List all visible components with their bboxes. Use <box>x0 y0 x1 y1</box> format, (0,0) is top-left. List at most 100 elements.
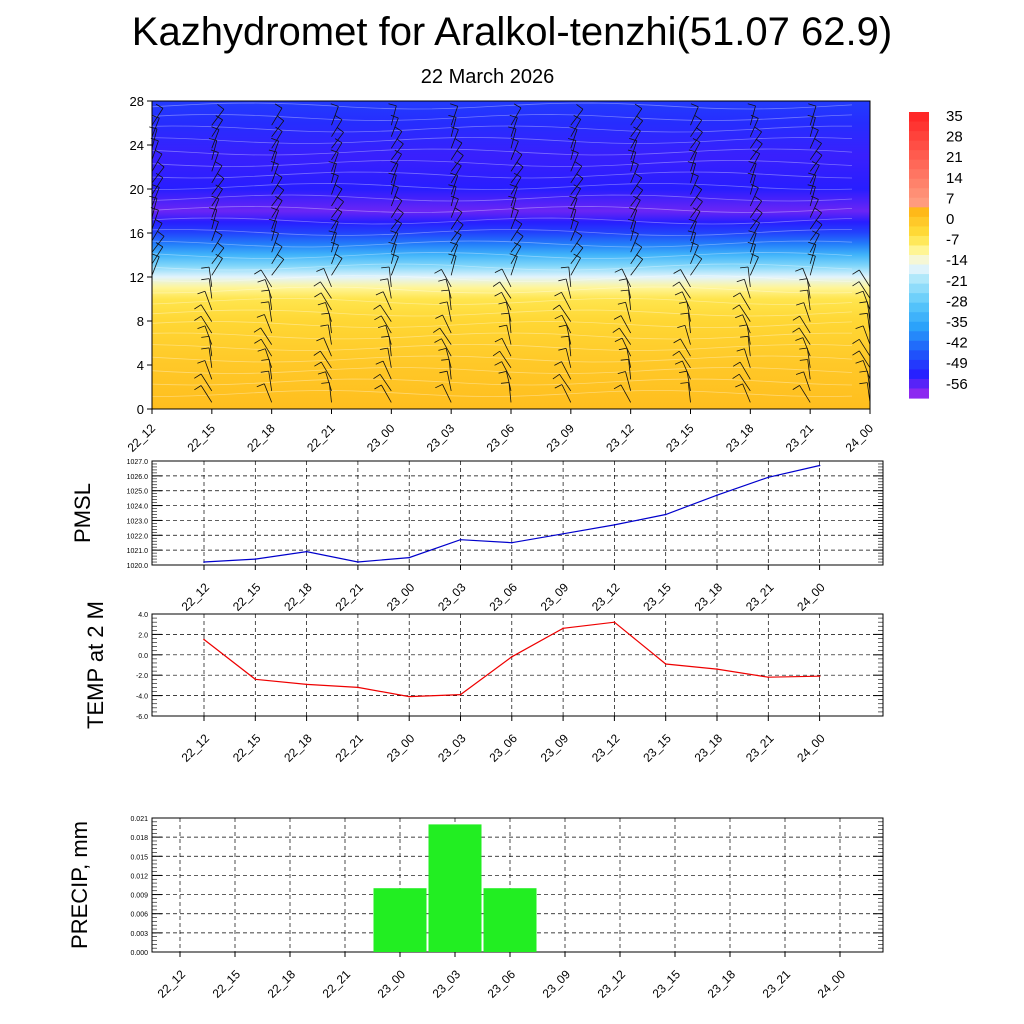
colorbar-swatch <box>909 350 929 361</box>
x-tick-label: 22_18 <box>265 967 299 1001</box>
data-point <box>664 513 667 516</box>
wind-barb-flag <box>390 253 399 258</box>
wind-barb-flag <box>275 196 283 201</box>
wind-barb-flag <box>434 269 442 274</box>
wind-barb <box>450 106 459 126</box>
data-point <box>408 695 411 698</box>
wind-barb-flag <box>677 325 686 328</box>
contour-line <box>151 206 853 213</box>
wind-barb-flag <box>388 103 397 107</box>
colorbar-swatch <box>909 188 929 199</box>
wind-barb <box>271 107 283 126</box>
wind-barb-flag <box>807 184 816 188</box>
wind-barb-flag <box>261 289 270 292</box>
x-tick-label: 23_06 <box>486 731 520 765</box>
wind-barb <box>561 315 572 334</box>
wind-barb-flag <box>852 281 860 287</box>
wind-barb <box>151 256 160 276</box>
contour-line <box>151 355 853 363</box>
wind-barb-flag <box>388 242 397 245</box>
contour-line <box>151 194 853 202</box>
wind-barb <box>690 258 703 276</box>
wind-barb-flag <box>807 115 816 118</box>
wind-barb <box>630 120 644 137</box>
data-point <box>408 556 411 559</box>
wind-barb-flag <box>509 253 518 257</box>
y-tick-label: 0.003 <box>130 931 148 938</box>
wind-barb <box>809 199 819 218</box>
wind-barb-flag <box>449 241 458 246</box>
wind-barb-flag <box>316 337 324 342</box>
wind-barb <box>450 244 458 264</box>
wind-barb-flag <box>330 149 339 153</box>
wind-barb-flag <box>554 384 563 389</box>
wind-barb-flag <box>270 230 279 234</box>
wind-barb-flag <box>494 291 502 297</box>
wind-barb-flag <box>217 173 225 179</box>
wind-barb-flag <box>513 242 522 247</box>
x-tick-label: 22_21 <box>304 421 338 455</box>
x-tick-label: 22_15 <box>230 731 264 765</box>
x-tick-label: 22_21 <box>333 731 367 765</box>
wind-barb <box>151 140 159 160</box>
x-tick-label: 23_00 <box>364 421 398 455</box>
colorbar-label: 21 <box>946 149 963 166</box>
wind-barb <box>630 221 637 241</box>
wind-barb-flag <box>155 242 164 248</box>
wind-barb-flag <box>381 266 390 269</box>
y-tick-label: 1021.0 <box>127 548 149 555</box>
wind-barb-flag <box>747 103 756 107</box>
y-tick-label: 0.015 <box>130 854 148 861</box>
wind-barb <box>331 132 344 149</box>
wind-barb-flag <box>792 315 800 321</box>
y-tick-label: 20 <box>130 182 144 197</box>
x-tick-label: 23_12 <box>589 580 623 614</box>
wind-barb-flag <box>254 269 262 275</box>
wind-barb <box>390 223 402 241</box>
wind-barb <box>625 302 632 322</box>
wind-barb <box>568 266 572 287</box>
wind-barb-flag <box>197 290 206 295</box>
wind-barb <box>690 245 699 264</box>
wind-barb <box>381 384 392 403</box>
wind-barb <box>211 188 223 207</box>
x-tick-label: 23_06 <box>486 580 520 614</box>
wind-barb <box>390 105 397 126</box>
wind-barb <box>510 198 517 218</box>
wind-barb <box>809 165 820 184</box>
wind-barb-flag <box>859 312 868 315</box>
wind-barb-flag <box>494 337 503 343</box>
wind-barb <box>390 175 397 195</box>
wind-barb <box>628 359 632 380</box>
wind-barb <box>809 186 816 207</box>
wind-barb-flag <box>792 385 800 390</box>
wind-barb <box>323 268 332 288</box>
wind-barb-flag <box>381 335 390 338</box>
wind-barb <box>506 325 512 345</box>
wind-barb-flag <box>795 371 804 375</box>
wind-barb-flag <box>620 359 629 361</box>
wind-barb <box>625 371 632 392</box>
data-point <box>818 464 821 467</box>
x-tick-label: 23_00 <box>375 967 409 1001</box>
wind-barb-flag <box>439 370 448 374</box>
wind-barb-flag <box>570 149 579 154</box>
wind-barb <box>809 129 819 149</box>
wind-barb-flag <box>157 231 165 237</box>
wind-barb-flag <box>450 195 459 200</box>
x-tick-label: 23_09 <box>540 967 574 1001</box>
colorbar-label: -42 <box>946 335 968 352</box>
wind-barb-flag <box>808 103 817 107</box>
wind-barb <box>331 258 343 276</box>
wind-barb-flag <box>695 196 703 202</box>
wind-barb <box>809 175 817 195</box>
wind-barb <box>807 290 811 311</box>
precip-bar <box>483 888 537 952</box>
wind-barb <box>858 281 871 299</box>
wind-barb <box>320 292 332 311</box>
precip-bar <box>373 888 427 952</box>
wind-barb-flag <box>516 161 524 168</box>
wind-barb-flag <box>151 114 160 119</box>
x-tick-label: 22_21 <box>320 967 354 1001</box>
